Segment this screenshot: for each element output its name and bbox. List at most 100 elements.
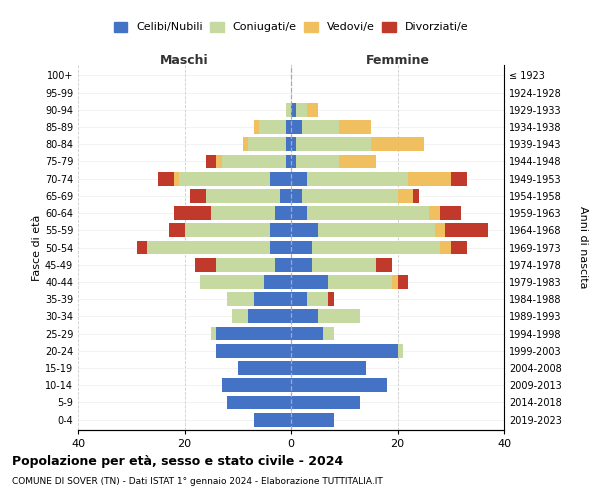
Bar	[291, 292, 307, 306]
Text: COMUNE DI SOVER (TN) - Dati ISTAT 1° gennaio 2024 - Elaborazione TUTTITALIA.IT: COMUNE DI SOVER (TN) - Dati ISTAT 1° gen…	[12, 478, 383, 486]
Bar	[286, 154, 291, 168]
Bar	[291, 154, 296, 168]
Bar	[243, 138, 248, 151]
Bar	[222, 378, 291, 392]
Bar	[286, 138, 291, 151]
Bar	[317, 224, 435, 237]
Bar	[307, 172, 408, 185]
Bar	[291, 189, 302, 202]
Bar	[270, 224, 291, 237]
Bar	[254, 292, 291, 306]
Bar	[440, 240, 451, 254]
Bar	[398, 189, 413, 202]
Bar	[291, 396, 360, 409]
Bar	[286, 103, 291, 117]
Bar	[291, 378, 387, 392]
Bar	[328, 292, 334, 306]
Bar	[323, 326, 334, 340]
Bar	[158, 172, 174, 185]
Bar	[217, 344, 291, 358]
Bar	[248, 310, 291, 324]
Bar	[291, 361, 365, 375]
Bar	[238, 361, 291, 375]
Bar	[185, 224, 270, 237]
Bar	[296, 138, 371, 151]
Bar	[413, 189, 419, 202]
Bar	[307, 292, 328, 306]
Bar	[291, 224, 317, 237]
Bar	[174, 206, 211, 220]
Bar	[206, 154, 217, 168]
Bar	[291, 275, 328, 289]
Bar	[371, 138, 424, 151]
Bar	[217, 258, 275, 272]
Bar	[307, 103, 317, 117]
Bar	[265, 275, 291, 289]
Bar	[392, 275, 398, 289]
Bar	[270, 172, 291, 185]
Bar	[398, 344, 403, 358]
Bar	[286, 120, 291, 134]
Text: Popolazione per età, sesso e stato civile - 2024: Popolazione per età, sesso e stato civil…	[12, 455, 343, 468]
Bar	[254, 413, 291, 426]
Bar	[232, 310, 248, 324]
Bar	[451, 240, 467, 254]
Legend: Celibi/Nubili, Coniugati/e, Vedovi/e, Divorziati/e: Celibi/Nubili, Coniugati/e, Vedovi/e, Di…	[112, 20, 470, 34]
Bar	[195, 258, 217, 272]
Bar	[254, 120, 259, 134]
Bar	[211, 326, 217, 340]
Bar	[275, 206, 291, 220]
Bar	[435, 224, 445, 237]
Bar	[291, 172, 307, 185]
Bar	[291, 240, 313, 254]
Bar	[291, 258, 313, 272]
Bar	[302, 120, 339, 134]
Bar	[190, 189, 206, 202]
Bar	[328, 275, 392, 289]
Bar	[147, 240, 270, 254]
Text: Maschi: Maschi	[160, 54, 209, 66]
Bar	[339, 120, 371, 134]
Y-axis label: Anni di nascita: Anni di nascita	[578, 206, 589, 289]
Bar	[430, 206, 440, 220]
Bar	[206, 189, 280, 202]
Bar	[307, 206, 430, 220]
Bar	[179, 172, 270, 185]
Bar	[302, 189, 398, 202]
Bar	[291, 413, 334, 426]
Bar	[227, 292, 254, 306]
Bar	[398, 275, 408, 289]
Bar	[376, 258, 392, 272]
Bar	[313, 258, 376, 272]
Bar	[296, 154, 339, 168]
Bar	[217, 326, 291, 340]
Bar	[200, 275, 265, 289]
Bar	[222, 154, 286, 168]
Bar	[259, 120, 286, 134]
Bar	[445, 224, 488, 237]
Bar	[440, 206, 461, 220]
Bar	[211, 206, 275, 220]
Bar	[408, 172, 451, 185]
Bar	[291, 206, 307, 220]
Bar	[169, 224, 185, 237]
Y-axis label: Fasce di età: Fasce di età	[32, 214, 42, 280]
Bar	[313, 240, 440, 254]
Bar	[174, 172, 179, 185]
Bar	[451, 172, 467, 185]
Bar	[280, 189, 291, 202]
Bar	[291, 344, 398, 358]
Bar	[270, 240, 291, 254]
Bar	[291, 103, 296, 117]
Bar	[227, 396, 291, 409]
Bar	[317, 310, 360, 324]
Bar	[291, 138, 296, 151]
Bar	[291, 120, 302, 134]
Bar	[217, 154, 222, 168]
Bar	[339, 154, 376, 168]
Bar	[275, 258, 291, 272]
Bar	[291, 310, 317, 324]
Bar	[291, 326, 323, 340]
Bar	[137, 240, 147, 254]
Bar	[248, 138, 286, 151]
